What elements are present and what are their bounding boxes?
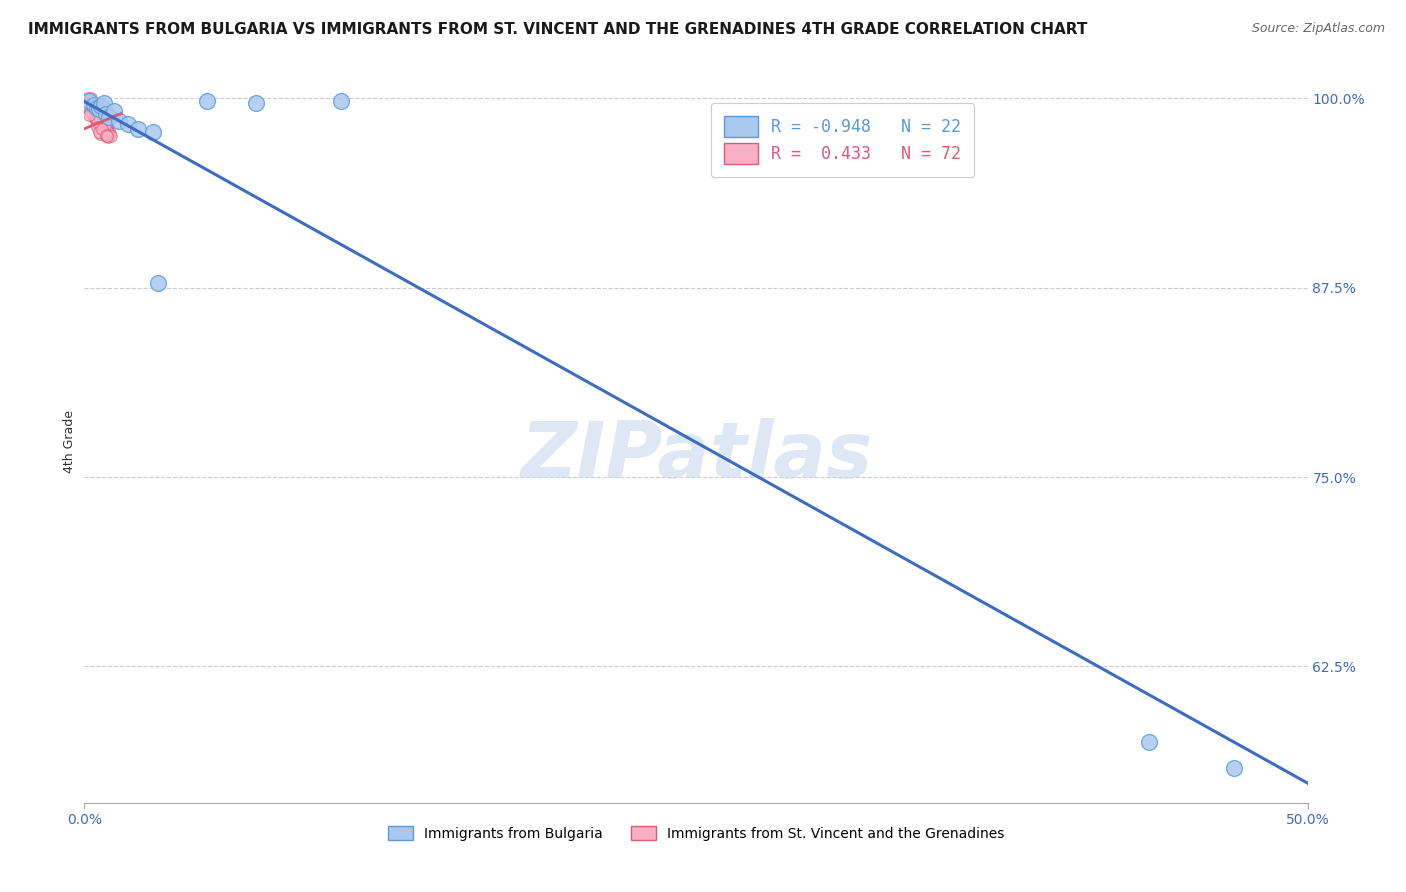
Point [89, 112, 111, 126]
Point [75, 95, 97, 109]
Point [83, 103, 105, 117]
Point [103, 103, 125, 118]
Point [91, 115, 114, 129]
Point [96, 124, 118, 138]
Point [146, 277, 169, 291]
Point [77, 108, 100, 122]
Point [245, 95, 267, 110]
Point [94, 120, 117, 134]
Point [84, 114, 107, 128]
Point [86, 113, 108, 128]
Point [127, 121, 149, 136]
Point [94, 128, 117, 143]
Point [87, 114, 110, 128]
Point [79, 97, 101, 112]
Point [1137, 735, 1160, 749]
Point [83, 110, 105, 124]
Point [90, 99, 112, 113]
Point [90, 120, 112, 134]
Point [97, 124, 120, 138]
Point [77, 95, 100, 109]
Point [97, 125, 120, 139]
Point [84, 109, 107, 123]
Point [80, 103, 103, 118]
Point [84, 107, 107, 121]
Point [86, 120, 108, 134]
Point [86, 101, 108, 115]
Point [91, 118, 114, 132]
Point [87, 102, 110, 116]
Point [97, 110, 120, 124]
Point [79, 93, 101, 107]
Point [79, 94, 101, 108]
Legend: Immigrants from Bulgaria, Immigrants from St. Vincent and the Grenadines: Immigrants from Bulgaria, Immigrants fro… [382, 821, 1010, 847]
Point [96, 127, 118, 141]
Point [80, 97, 103, 112]
Point [117, 117, 139, 131]
Point [80, 101, 103, 115]
Point [84, 109, 107, 123]
Point [97, 123, 120, 137]
Point [82, 104, 104, 119]
Point [87, 103, 110, 118]
Point [86, 101, 108, 115]
Point [75, 100, 97, 114]
Point [98, 127, 121, 141]
Point [94, 128, 117, 143]
Point [80, 103, 103, 117]
Point [84, 112, 107, 126]
Point [75, 96, 97, 111]
Point [86, 106, 108, 120]
Point [96, 125, 118, 139]
Point [1223, 761, 1246, 775]
Point [90, 122, 112, 136]
Point [82, 105, 104, 120]
Point [100, 128, 122, 143]
Point [96, 106, 118, 120]
Point [75, 97, 97, 112]
Point [90, 117, 112, 131]
Point [93, 121, 115, 136]
Point [87, 113, 110, 128]
Point [79, 91, 101, 105]
Point [87, 112, 110, 126]
Point [89, 125, 111, 139]
Point [82, 108, 104, 122]
Point [79, 103, 101, 118]
Point [77, 91, 100, 105]
Point [84, 111, 107, 125]
Point [97, 130, 120, 145]
Text: IMMIGRANTS FROM BULGARIA VS IMMIGRANTS FROM ST. VINCENT AND THE GRENADINES 4TH G: IMMIGRANTS FROM BULGARIA VS IMMIGRANTS F… [28, 22, 1087, 37]
Point [82, 105, 104, 120]
Point [84, 108, 107, 122]
Point [195, 95, 218, 109]
Point [77, 103, 100, 118]
Point [83, 97, 105, 112]
Point [79, 96, 101, 111]
Point [80, 107, 103, 121]
Point [77, 102, 100, 116]
Point [330, 95, 353, 109]
Point [107, 114, 129, 128]
Point [82, 105, 104, 120]
Point [98, 126, 121, 140]
Point [96, 129, 118, 144]
Point [142, 125, 165, 139]
Text: ZIPatlas: ZIPatlas [520, 418, 872, 494]
Point [77, 95, 100, 110]
Point [84, 112, 107, 126]
Point [96, 121, 118, 136]
Point [89, 120, 111, 135]
Point [97, 115, 120, 129]
Point [93, 95, 115, 110]
Point [89, 127, 111, 141]
Point [87, 112, 110, 126]
Text: Source: ZipAtlas.com: Source: ZipAtlas.com [1251, 22, 1385, 36]
Point [77, 95, 100, 109]
Point [97, 127, 120, 141]
Y-axis label: 4th Grade: 4th Grade [63, 410, 76, 473]
